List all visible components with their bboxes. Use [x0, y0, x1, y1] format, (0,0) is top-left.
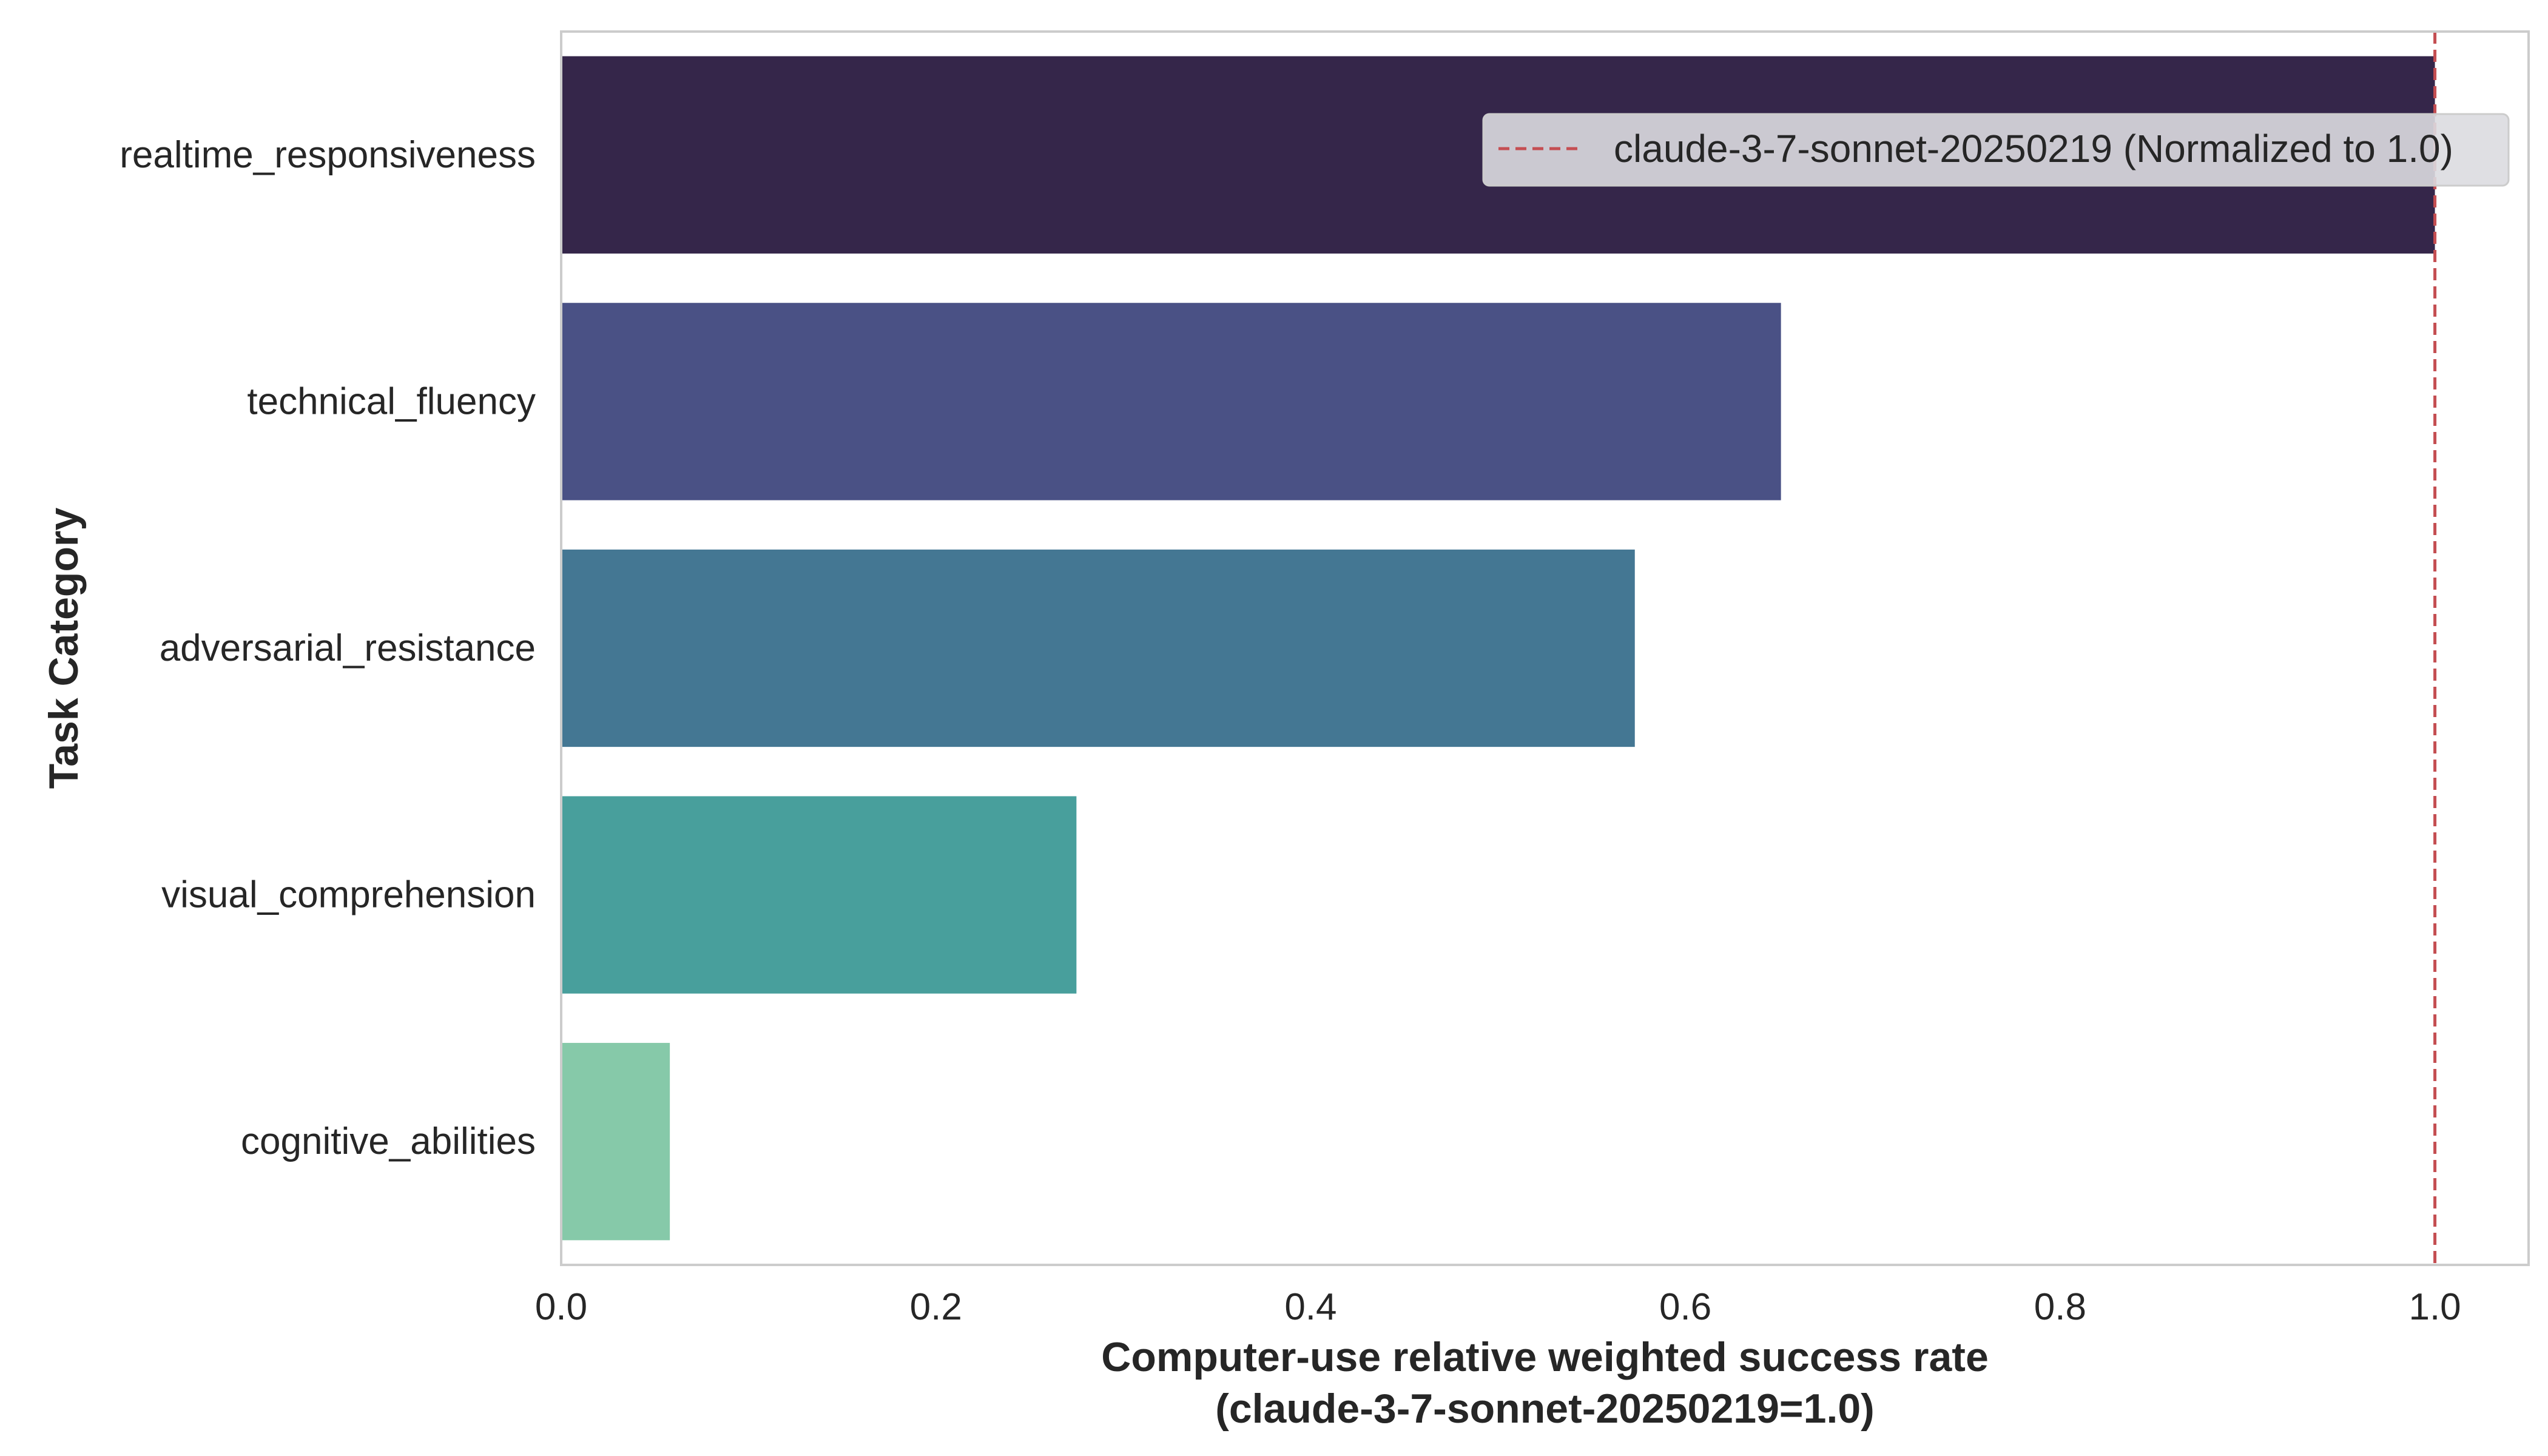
- x-axis-title-line-1: Computer-use relative weighted success r…: [1101, 1334, 1989, 1380]
- bar-visual-comprehension: [561, 796, 1077, 994]
- x-tick-label: 1.0: [2408, 1286, 2461, 1328]
- y-tick-label: visual_comprehension: [161, 874, 536, 916]
- y-tick-label: realtime_responsiveness: [120, 134, 536, 176]
- y-tick-labels: realtime_responsiveness technical_fluency…: [120, 134, 536, 1162]
- y-tick-label: cognitive_abilities: [241, 1121, 536, 1162]
- bar-cognitive-abilities: [561, 1043, 670, 1241]
- x-tick-label: 0.2: [910, 1286, 962, 1328]
- legend-label: claude-3-7-sonnet-20250219 (Normalized t…: [1614, 127, 2453, 170]
- x-tick-label: 0.4: [1284, 1286, 1336, 1328]
- x-tick-label: 0.8: [2034, 1286, 2086, 1328]
- x-tick-labels: 0.0 0.2 0.4 0.6 0.8 1.0: [535, 1286, 2461, 1328]
- x-tick-label: 0.0: [535, 1286, 587, 1328]
- legend-box: [1482, 113, 2510, 187]
- y-tick-label: adversarial_resistance: [160, 627, 536, 669]
- y-axis-title: Task Category: [41, 508, 87, 789]
- x-tick-label: 0.6: [1659, 1286, 1711, 1328]
- plot-frame: [560, 30, 2530, 1266]
- y-tick-label: technical_fluency: [247, 380, 536, 422]
- x-axis-title-line-2: (claude-3-7-sonnet-20250219=1.0): [1215, 1386, 1875, 1432]
- bar-technical-fluency: [561, 303, 1781, 500]
- legend: claude-3-7-sonnet-20250219 (Normalized t…: [1482, 113, 2510, 187]
- bar-adversarial-resistance: [561, 549, 1635, 747]
